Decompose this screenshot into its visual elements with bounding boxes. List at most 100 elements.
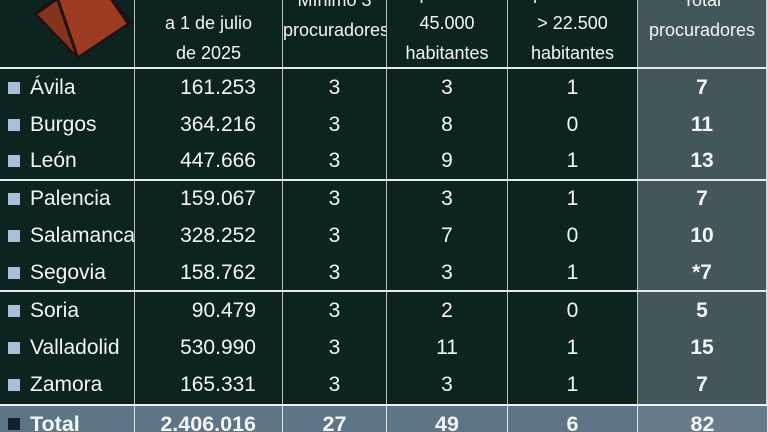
min-procuradores-value: 3 xyxy=(283,292,387,330)
province-cell: Soria xyxy=(0,292,135,330)
header-line: habitantes xyxy=(530,43,615,63)
ballot-box-logo-icon xyxy=(34,0,133,60)
fraction-value: 0 xyxy=(508,217,638,255)
per-45000-value: 3 xyxy=(387,69,508,107)
header-line: Mínimo 3 xyxy=(297,0,372,10)
province-bullet-icon xyxy=(8,230,20,243)
per-45000-value: 11 xyxy=(387,329,508,367)
fraction-value: 1 xyxy=(508,69,638,107)
province-bullet-icon xyxy=(8,304,20,317)
province-cell: Salamanca xyxy=(0,217,135,255)
population-value: 165.331 xyxy=(135,366,283,404)
population-value: 159.067 xyxy=(135,180,283,218)
total-grand-value: 82 xyxy=(638,406,768,432)
population-value: 90.479 xyxy=(135,292,283,330)
header-line: 1 por cada xyxy=(387,0,507,8)
province-bullet-icon xyxy=(8,81,20,94)
province-name: Valladolid xyxy=(30,335,120,359)
total-bullet-icon xyxy=(8,418,20,430)
total-fraction-value: 6 xyxy=(508,406,638,432)
column-header-por-cada-45000: 1 por cada 45.000 habitantes xyxy=(387,0,508,67)
min-procuradores-value: 3 xyxy=(283,106,387,144)
header-line: 1 por fracción xyxy=(508,0,637,8)
total-label: Total xyxy=(30,411,80,432)
total-procuradores-value: 10 xyxy=(638,217,768,255)
header-line: a 1 de julio xyxy=(164,13,253,33)
header-line: 45.000 xyxy=(419,13,475,33)
total-min-value: 27 xyxy=(283,406,387,432)
min-procuradores-value: 3 xyxy=(283,254,387,293)
per-45000-value: 3 xyxy=(387,180,508,218)
min-procuradores-value: 3 xyxy=(283,180,387,218)
total-per-45000-value: 49 xyxy=(387,406,508,432)
table-header: Población a 1 de julio de 2025 Mínimo 3 … xyxy=(0,0,768,69)
total-procuradores-value: 7 xyxy=(638,69,768,107)
province-name: Zamora xyxy=(30,373,103,397)
province-bullet-icon xyxy=(8,266,20,279)
total-procuradores-value: 13 xyxy=(638,143,768,181)
header-line: Población xyxy=(135,0,282,8)
province-cell: Burgos xyxy=(0,106,135,144)
total-procuradores-value: 5 xyxy=(638,292,768,330)
population-value: 530.990 xyxy=(135,329,283,367)
province-bullet-icon xyxy=(8,118,20,131)
header-line: procuradores xyxy=(648,20,756,40)
min-procuradores-value: 3 xyxy=(283,329,387,367)
fraction-value: 1 xyxy=(508,366,638,404)
total-population-value: 2.406.016 xyxy=(135,406,283,432)
per-45000-value: 8 xyxy=(387,106,508,144)
population-value: 158.762 xyxy=(135,254,283,293)
province-cell: León xyxy=(0,143,135,181)
population-value: 161.253 xyxy=(135,69,283,107)
province-name: Ávila xyxy=(30,75,76,99)
min-procuradores-value: 3 xyxy=(283,143,387,181)
province-name: Salamanca xyxy=(30,224,135,248)
population-value: 328.252 xyxy=(135,217,283,255)
province-name: León xyxy=(30,148,77,172)
province-bullet-icon xyxy=(8,341,20,354)
header-line: Total xyxy=(682,0,722,10)
fraction-value: 1 xyxy=(508,254,638,293)
fraction-value: 1 xyxy=(508,329,638,367)
province-cell: Segovia xyxy=(0,254,135,293)
header-line: > 22.500 xyxy=(537,13,608,33)
per-45000-value: 2 xyxy=(387,292,508,330)
per-45000-value: 3 xyxy=(387,254,508,293)
total-procuradores-value: *7 xyxy=(638,254,768,293)
province-cell: Valladolid xyxy=(0,329,135,367)
min-procuradores-value: 3 xyxy=(283,69,387,107)
population-value: 447.666 xyxy=(135,143,283,181)
min-procuradores-value: 3 xyxy=(283,217,387,255)
province-name: Soria xyxy=(30,298,80,322)
per-45000-value: 9 xyxy=(387,143,508,181)
total-label-cell: Total xyxy=(0,406,135,432)
fraction-value: 1 xyxy=(508,180,638,218)
header-line: de 2025 xyxy=(175,43,242,63)
min-procuradores-value: 3 xyxy=(283,366,387,404)
population-value: 364.216 xyxy=(135,106,283,144)
column-header-poblacion: Población a 1 de julio de 2025 xyxy=(135,0,283,67)
table-body: Ávila 161.253 3 3 1 7 Burgos 364.216 3 8… xyxy=(0,69,768,404)
per-45000-value: 7 xyxy=(387,217,508,255)
province-cell: Ávila xyxy=(0,69,135,107)
header-line: habitantes xyxy=(405,43,489,63)
total-procuradores-value: 7 xyxy=(638,366,768,404)
column-header-minimo: Mínimo 3 procuradores xyxy=(283,0,387,67)
total-procuradores-value: 11 xyxy=(638,106,768,144)
province-name: Segovia xyxy=(30,260,106,284)
total-procuradores-value: 15 xyxy=(638,329,768,367)
province-name: Palencia xyxy=(30,187,111,211)
province-bullet-icon xyxy=(8,193,20,206)
fraction-value: 0 xyxy=(508,106,638,144)
header-line: procuradores xyxy=(283,20,387,40)
fraction-value: 0 xyxy=(508,292,638,330)
province-cell: Palencia xyxy=(0,180,135,218)
total-procuradores-value: 7 xyxy=(638,180,768,218)
per-45000-value: 3 xyxy=(387,366,508,404)
column-header-total-procuradores: Total procuradores xyxy=(638,0,768,67)
province-cell: Zamora xyxy=(0,366,135,404)
total-row: Total 2.406.016 27 49 6 82 xyxy=(0,404,768,432)
logo-cell xyxy=(0,0,135,67)
province-bullet-icon xyxy=(8,379,20,392)
